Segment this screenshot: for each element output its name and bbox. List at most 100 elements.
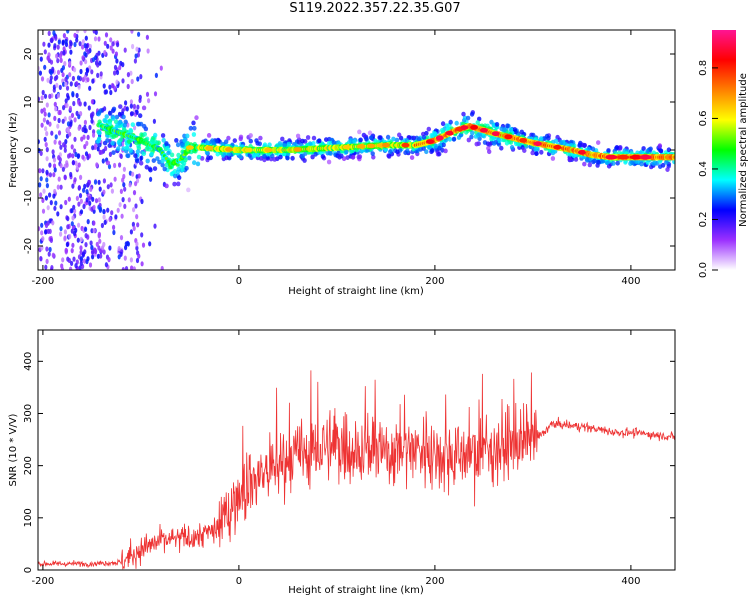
heatmap-cell <box>445 130 454 136</box>
heatmap-cell <box>121 177 125 183</box>
heatmap-cell <box>645 149 650 154</box>
heatmap-cell <box>92 132 96 138</box>
heatmap-cell <box>130 265 134 270</box>
heatmap-cell <box>305 135 311 140</box>
heatmap-cell <box>38 226 41 232</box>
heatmap-cell <box>122 182 126 188</box>
heatmap-cell <box>505 123 510 129</box>
heatmap-cell <box>101 158 105 164</box>
heatmap-cell <box>97 130 102 136</box>
heatmap-cell <box>326 159 332 165</box>
heatmap-cell <box>119 188 123 194</box>
heatmap-cell <box>403 150 408 156</box>
snr-x-axis-label: Height of straight line (km) <box>288 585 424 596</box>
spectrogram-y-tick-label: -10 <box>23 190 34 206</box>
heatmap-cell <box>169 152 175 158</box>
heatmap-cell <box>286 141 292 147</box>
heatmap-cell <box>367 143 376 149</box>
heatmap-cell <box>195 161 201 167</box>
heatmap-cell <box>135 158 140 164</box>
heatmap-cell <box>135 109 139 115</box>
heatmap-cell <box>76 153 80 159</box>
heatmap-cell <box>491 136 496 141</box>
heatmap-cell <box>148 167 153 173</box>
heatmap-cell <box>44 264 48 270</box>
heatmap-cell <box>153 91 158 97</box>
heatmap-cell <box>97 36 101 42</box>
heatmap-cell <box>81 154 85 160</box>
heatmap-cell <box>388 149 393 155</box>
snr-y-tick-label: 200 <box>23 456 34 475</box>
heatmap-cell <box>196 154 202 160</box>
spectrogram-panel: -200 0 200 400 -20 -10 0 10 20 Height of straig… <box>8 29 676 297</box>
heatmap-cell <box>47 251 51 257</box>
heatmap-cell <box>68 115 72 121</box>
heatmap-cell <box>42 41 46 47</box>
heatmap-cell <box>68 60 72 66</box>
heatmap-cell <box>71 160 76 166</box>
heatmap-cell <box>311 141 316 146</box>
heatmap-cell <box>44 229 48 235</box>
heatmap-cell <box>270 153 275 159</box>
heatmap-cell <box>409 155 415 161</box>
heatmap-cell <box>244 147 253 153</box>
heatmap-cell <box>45 258 49 264</box>
heatmap-cell <box>106 207 110 213</box>
heatmap-cell <box>138 121 144 127</box>
heatmap-cell <box>122 166 126 172</box>
heatmap-cell <box>79 198 83 204</box>
heatmap-cell <box>77 84 81 90</box>
snr-x-tick-label: 0 <box>236 576 242 587</box>
heatmap-cell <box>117 246 121 252</box>
heatmap-cell <box>71 183 75 189</box>
heatmap-cell <box>57 130 62 136</box>
spectrogram-x-tick-label: -200 <box>32 276 55 287</box>
heatmap-cell <box>350 154 356 160</box>
heatmap-cell <box>102 189 106 195</box>
heatmap-cell <box>53 188 57 195</box>
heatmap-cell <box>73 117 77 123</box>
snr-y-ticks: 0 100 200 300 400 <box>23 352 675 573</box>
heatmap-cell <box>48 192 52 198</box>
heatmap-cell <box>592 158 597 164</box>
heatmap-cell <box>119 153 123 159</box>
heatmap-cell <box>40 76 45 82</box>
heatmap-cell <box>257 141 262 147</box>
heatmap-cell <box>435 135 444 141</box>
heatmap-cell <box>448 119 453 125</box>
heatmap-cell <box>65 162 69 168</box>
heatmap-cell <box>63 147 67 153</box>
heatmap-cell <box>44 222 49 229</box>
heatmap-cell <box>672 155 675 159</box>
heatmap-cell <box>397 132 402 138</box>
heatmap-cell <box>96 72 100 78</box>
heatmap-cell <box>391 136 396 142</box>
heatmap-cell <box>59 163 63 169</box>
snr-x-tick-label: 400 <box>621 576 640 587</box>
heatmap-cell <box>43 111 47 117</box>
heatmap-cell <box>539 149 544 155</box>
heatmap-cell <box>71 153 75 159</box>
heatmap-cell <box>185 141 190 147</box>
heatmap-cell <box>331 140 336 145</box>
heatmap-cell <box>248 138 253 144</box>
heatmap-cell <box>118 104 123 109</box>
heatmap-cell <box>421 134 427 140</box>
heatmap-cell <box>51 252 55 258</box>
heatmap-cell <box>469 134 474 140</box>
heatmap-cell <box>110 210 114 216</box>
heatmap-cell <box>39 192 43 198</box>
heatmap-cell <box>80 136 84 142</box>
heatmap-cell <box>658 148 664 154</box>
heatmap-cell <box>248 133 253 138</box>
heatmap-cell <box>78 41 82 47</box>
heatmap-cell <box>641 146 646 151</box>
heatmap-cell <box>102 178 106 184</box>
heatmap-cell <box>124 266 129 270</box>
heatmap-cell <box>63 61 67 67</box>
heatmap-cell <box>77 201 81 207</box>
heatmap-cell <box>121 78 125 84</box>
heatmap-cell <box>97 197 101 203</box>
heatmap-cell <box>443 148 448 154</box>
heatmap-cell <box>530 150 535 156</box>
